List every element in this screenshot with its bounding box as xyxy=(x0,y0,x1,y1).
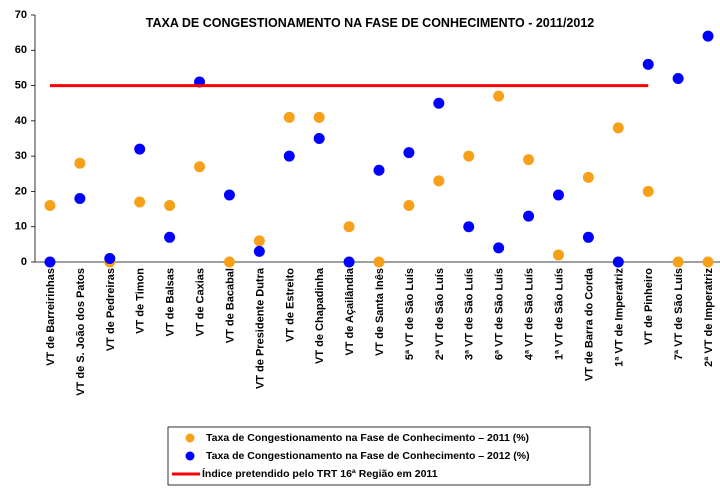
x-tick-label: 7ª VT de São Luís xyxy=(673,268,685,360)
legend-swatch xyxy=(185,433,195,443)
y-tick-label: 70 xyxy=(15,9,27,21)
dot xyxy=(223,189,235,201)
dot xyxy=(552,249,564,261)
dot xyxy=(253,235,265,247)
x-tick-label: VT de S. João dos Patos xyxy=(75,268,87,396)
y-tick-label: 10 xyxy=(15,221,27,233)
x-tick-label: VT de Pedreiras xyxy=(105,268,117,351)
dot xyxy=(642,185,654,197)
x-tick-label: 5ª VT de São Luís xyxy=(404,268,416,360)
x-tick-label: VT de Barreirinhas xyxy=(45,268,57,366)
dot xyxy=(373,164,385,176)
dot xyxy=(74,192,86,204)
dot xyxy=(582,171,594,183)
x-tick-label: VT de Barra do Corda xyxy=(583,267,595,381)
dot xyxy=(194,161,206,173)
x-tick-label: 6ª VT de São Luís xyxy=(494,268,506,360)
dot xyxy=(463,150,475,162)
dot xyxy=(403,147,415,159)
x-tick-label: 1ª VT de Imperatriz xyxy=(613,268,625,367)
dot xyxy=(702,256,714,268)
dot xyxy=(253,245,265,257)
dot xyxy=(164,200,176,212)
dot xyxy=(702,30,714,42)
dot xyxy=(283,111,295,123)
x-tick-label: 4ª VT de São Luís xyxy=(524,268,536,360)
dot xyxy=(373,256,385,268)
dot xyxy=(403,200,415,212)
y-tick-label: 30 xyxy=(15,150,27,162)
dot xyxy=(134,196,146,208)
dot xyxy=(463,221,475,233)
dot xyxy=(74,157,86,169)
legend-label: Taxa de Congestionamento na Fase de Conh… xyxy=(206,450,530,462)
dot xyxy=(523,210,535,222)
x-tick-label: VT de Chapadinha xyxy=(314,267,326,364)
dot xyxy=(523,154,535,166)
chart-title: TAXA DE CONGESTIONAMENTO NA FASE DE CONH… xyxy=(146,16,595,30)
dot xyxy=(343,221,355,233)
dot xyxy=(493,90,505,102)
legend-label: Índice pretendido pelo TRT 16ª Região em… xyxy=(202,467,438,480)
dot xyxy=(44,256,56,268)
x-tick-label: VT de Pinheiro xyxy=(643,268,655,345)
dot xyxy=(313,133,325,144)
y-tick-label: 40 xyxy=(15,115,27,127)
dot xyxy=(433,175,445,187)
y-tick-label: 60 xyxy=(15,44,27,56)
dot xyxy=(612,256,624,268)
x-tick-label: VT de Santa Inês xyxy=(374,268,386,356)
dot xyxy=(313,111,325,123)
dot xyxy=(44,200,56,212)
dot xyxy=(104,252,116,264)
dot xyxy=(134,143,146,155)
x-tick-label: VT de Caxias xyxy=(195,268,207,336)
legend-box xyxy=(167,426,591,486)
x-tick-label: VT de Timon xyxy=(135,268,147,334)
x-tick-label: 2ª VT de São Luís xyxy=(434,268,446,360)
x-tick-label: 2ª VT de Imperatriz xyxy=(703,268,715,367)
x-tick-label: 1ª VT de São Luís xyxy=(553,268,565,360)
x-tick-label: VT de Presidente Dutra xyxy=(254,267,266,389)
dot xyxy=(493,242,505,254)
x-tick-label: VT de Balsas xyxy=(165,268,177,336)
dot xyxy=(642,58,654,70)
dot xyxy=(582,231,594,243)
dot xyxy=(552,189,564,201)
dot xyxy=(672,256,684,268)
dot xyxy=(433,97,445,109)
legend-label: Taxa de Congestionamento na Fase de Conh… xyxy=(206,432,529,444)
dot xyxy=(672,73,684,85)
x-tick-label: VT de Açailândia xyxy=(344,267,356,356)
x-tick-label: VT de Bacabal xyxy=(224,268,236,343)
y-tick-label: 50 xyxy=(15,79,27,91)
dot xyxy=(343,256,355,268)
x-tick-label: 3ª VT de São Luís xyxy=(464,268,476,360)
y-tick-label: 20 xyxy=(15,185,27,197)
dot xyxy=(223,256,235,268)
dot xyxy=(164,231,176,243)
dot xyxy=(283,150,295,162)
dot xyxy=(612,122,624,134)
y-tick-label: 0 xyxy=(21,256,27,268)
x-tick-label: VT de Estreito xyxy=(284,268,296,342)
legend-swatch xyxy=(185,451,195,461)
